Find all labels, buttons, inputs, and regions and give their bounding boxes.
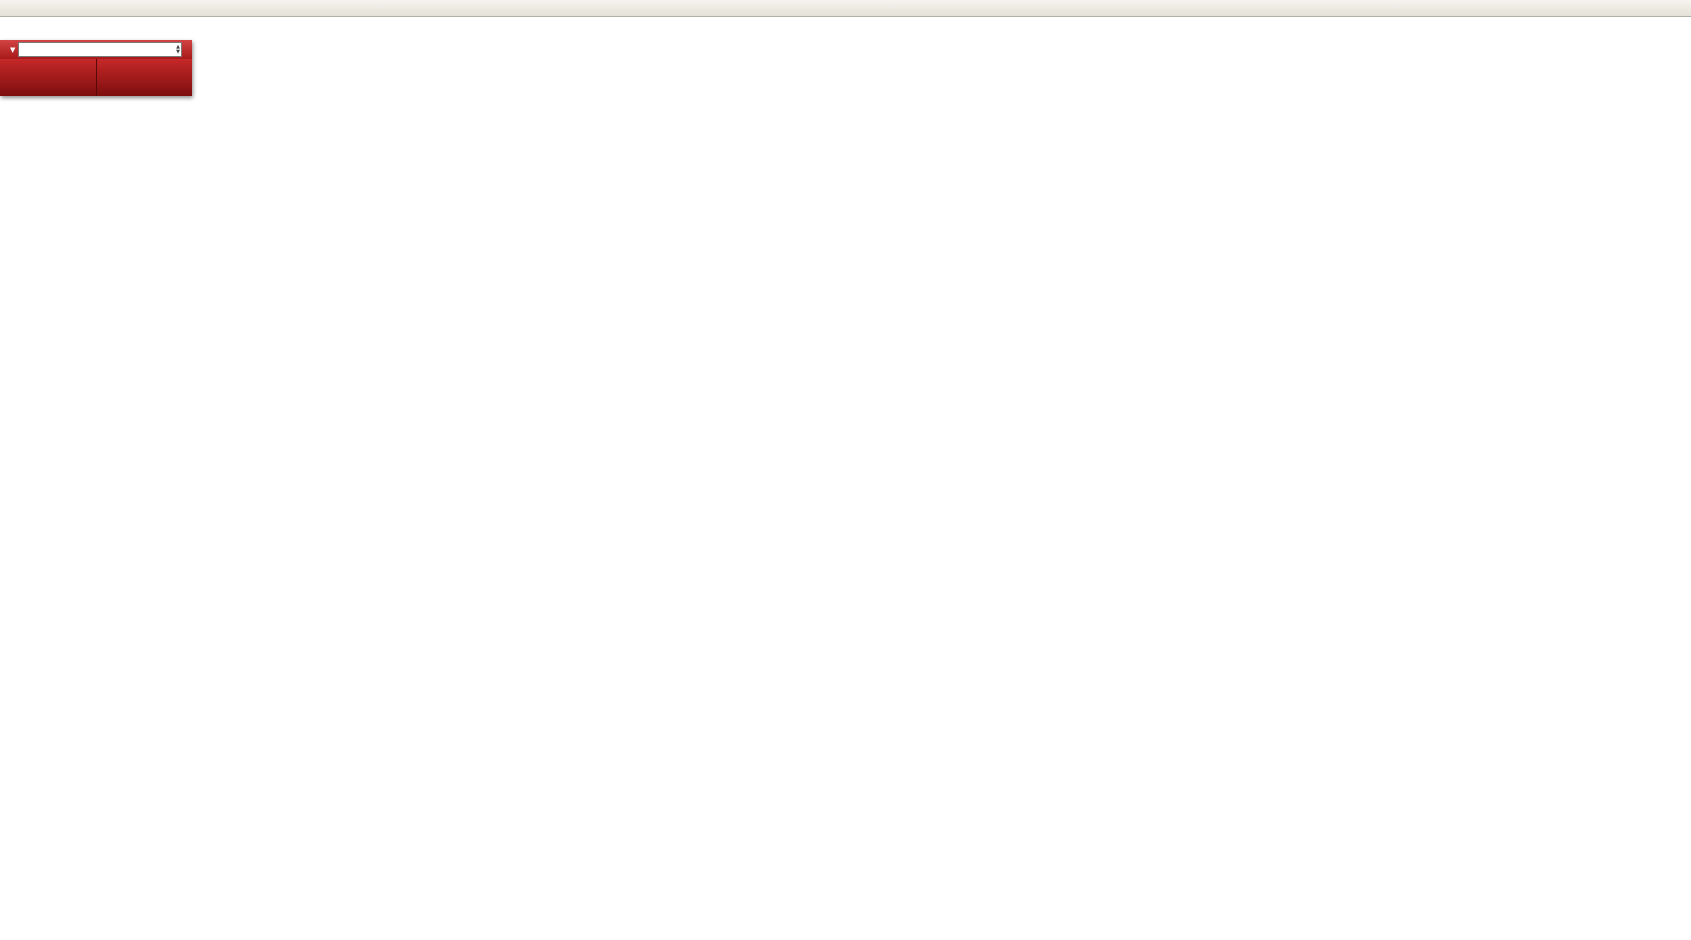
volume-input[interactable] <box>19 44 177 55</box>
volume-dropdown-caret[interactable]: ▼ <box>10 45 16 54</box>
volume-spinner: ▲ ▼ <box>176 43 180 55</box>
volume-down-arrow[interactable]: ▼ <box>176 48 180 55</box>
volume-input-wrap: ▲ ▼ <box>18 42 182 57</box>
trade-panel-prices <box>0 59 192 96</box>
volume-up-arrow[interactable]: ▲ <box>176 43 180 50</box>
trade-panel-header: ▼ ▲ ▼ <box>0 40 192 59</box>
price-scale[interactable] <box>1521 17 1691 855</box>
one-click-trading-panel: ▼ ▲ ▼ <box>0 40 192 96</box>
toolbar <box>0 0 1691 17</box>
time-scale[interactable] <box>0 855 1520 877</box>
sell-price-button[interactable] <box>0 59 97 96</box>
buy-price-button[interactable] <box>97 59 193 96</box>
